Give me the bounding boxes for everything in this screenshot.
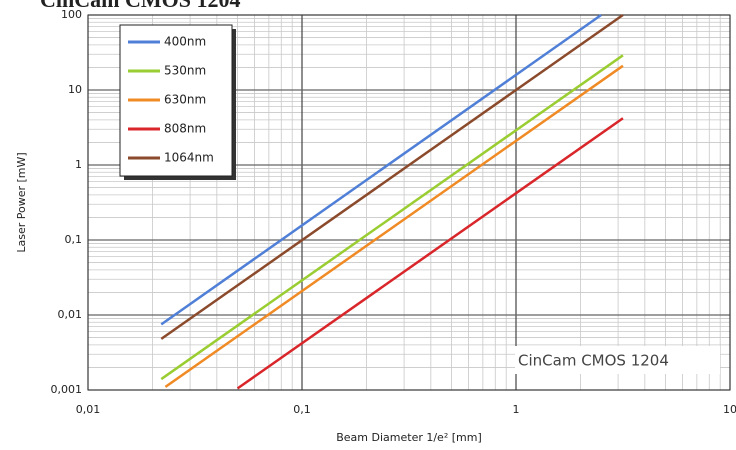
y-tick-label: 1 xyxy=(75,158,82,171)
y-tick-label: 0,01 xyxy=(58,308,83,321)
y-tick-label: 10 xyxy=(68,83,82,96)
data-line xyxy=(160,13,602,326)
x-tick-label: 0,01 xyxy=(76,403,101,416)
x-axis-label: Beam Diameter 1/e² [mm] xyxy=(336,431,482,444)
data-line xyxy=(160,13,624,340)
data-line xyxy=(160,54,624,381)
y-tick-label: 100 xyxy=(61,8,82,21)
legend-label: 630nm xyxy=(164,93,206,107)
y-tick-label: 0,001 xyxy=(51,383,83,396)
x-tick-label: 1 xyxy=(513,403,520,416)
annotation-box xyxy=(515,346,720,374)
legend-label: 1064nm xyxy=(164,151,214,165)
data-line xyxy=(236,117,624,390)
annotation: CinCam CMOS 1204 xyxy=(518,352,669,370)
y-axis-label: Laser Power [mW] xyxy=(15,152,28,252)
legend-label: 400nm xyxy=(164,35,206,49)
chart-title: CinCam CMOS 1204 xyxy=(40,0,240,12)
data-line xyxy=(164,64,624,388)
plot-border xyxy=(87,14,731,391)
x-tick-label: 0,1 xyxy=(293,403,311,416)
y-tick-label: 0,1 xyxy=(65,233,83,246)
x-tick-label: 10 xyxy=(723,403,736,416)
legend-label: 530nm xyxy=(164,64,206,78)
legend-label: 808nm xyxy=(164,122,206,136)
